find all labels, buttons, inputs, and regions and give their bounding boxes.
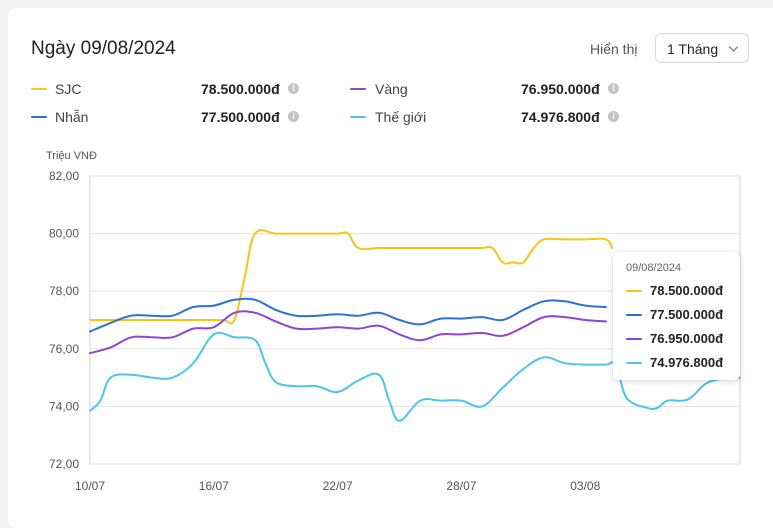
legend-row: SJC 78.500.000đ i Vàng 76.950.000đ i: [0, 79, 773, 99]
legend-name-vang: Vàng: [375, 81, 408, 97]
legend-value-sjc: 78.500.000đ: [201, 81, 280, 97]
x-tick-label: 03/08: [570, 479, 600, 493]
info-icon[interactable]: i: [288, 111, 299, 122]
tooltip-swatch: [626, 338, 642, 340]
y-axis-unit: Triệu VNĐ: [46, 150, 97, 162]
chevron-down-icon: [728, 46, 739, 52]
y-tick-label: 74,00: [49, 399, 79, 413]
chart-tooltip: 09/08/2024 78.500.000đ 77.500.000đ 76.95…: [613, 252, 740, 380]
legend-name-nhan: Nhẫn: [55, 109, 89, 125]
tooltip-value: 77.500.000đ: [650, 307, 724, 322]
tooltip-row: 76.950.000đ: [613, 328, 740, 348]
legend-value-nhan: 77.500.000đ: [201, 109, 280, 125]
x-tick-label: 16/07: [199, 479, 229, 493]
y-tick-label: 80,00: [49, 227, 79, 241]
tooltip-value: 74.976.800đ: [650, 355, 724, 370]
info-icon[interactable]: i: [288, 83, 299, 94]
tooltip-value: 78.500.000đ: [650, 283, 724, 298]
y-tick-label: 76,00: [49, 342, 79, 356]
y-tick-label: 78,00: [49, 284, 79, 298]
tooltip-swatch: [626, 290, 642, 292]
tooltip-date: 09/08/2024: [626, 262, 682, 274]
display-label: Hiển thị: [590, 41, 638, 57]
tooltip-value: 76.950.000đ: [650, 331, 724, 346]
legend-row: Nhẫn 77.500.000đ i Thế giới 74.976.800đ …: [0, 107, 773, 127]
tooltip-row: 78.500.000đ: [613, 280, 740, 300]
y-tick-label: 82,00: [49, 169, 79, 183]
y-tick-label: 72,00: [49, 457, 79, 471]
series-line-sjc: [89, 229, 614, 325]
x-tick-label: 28/07: [446, 479, 476, 493]
legend-swatch-sjc: [31, 88, 47, 90]
x-tick-label: 10/07: [75, 479, 105, 493]
tooltip-swatch: [626, 362, 642, 364]
legend-swatch-nhan: [31, 116, 47, 118]
tooltip-swatch: [626, 314, 642, 316]
series-line-v-ng: [89, 310, 607, 355]
series-line-nh-n: [89, 297, 607, 333]
tooltip-row: 77.500.000đ: [613, 304, 740, 324]
period-value: 1 Tháng: [667, 41, 719, 57]
series-line-th-gi-i: [89, 331, 741, 422]
x-tick-label: 22/07: [323, 479, 353, 493]
legend-swatch-the-gioi: [350, 116, 366, 118]
legend-value-vang: 76.950.000đ: [521, 81, 600, 97]
info-icon[interactable]: i: [608, 83, 619, 94]
info-icon[interactable]: i: [608, 111, 619, 122]
tooltip-row: 74.976.800đ: [613, 352, 740, 372]
period-dropdown[interactable]: 1 Tháng: [655, 33, 749, 63]
legend-value-the-gioi: 74.976.800đ: [521, 109, 600, 125]
legend-name-sjc: SJC: [55, 81, 82, 97]
page-title: Ngày 09/08/2024: [31, 38, 176, 59]
legend-swatch-vang: [350, 88, 366, 90]
line-chart: 82,00 80,00 78,00 76,00 74,00 72,00 10/07 16/07…: [49, 169, 741, 493]
legend-name-the-gioi: Thế giới: [375, 109, 427, 125]
